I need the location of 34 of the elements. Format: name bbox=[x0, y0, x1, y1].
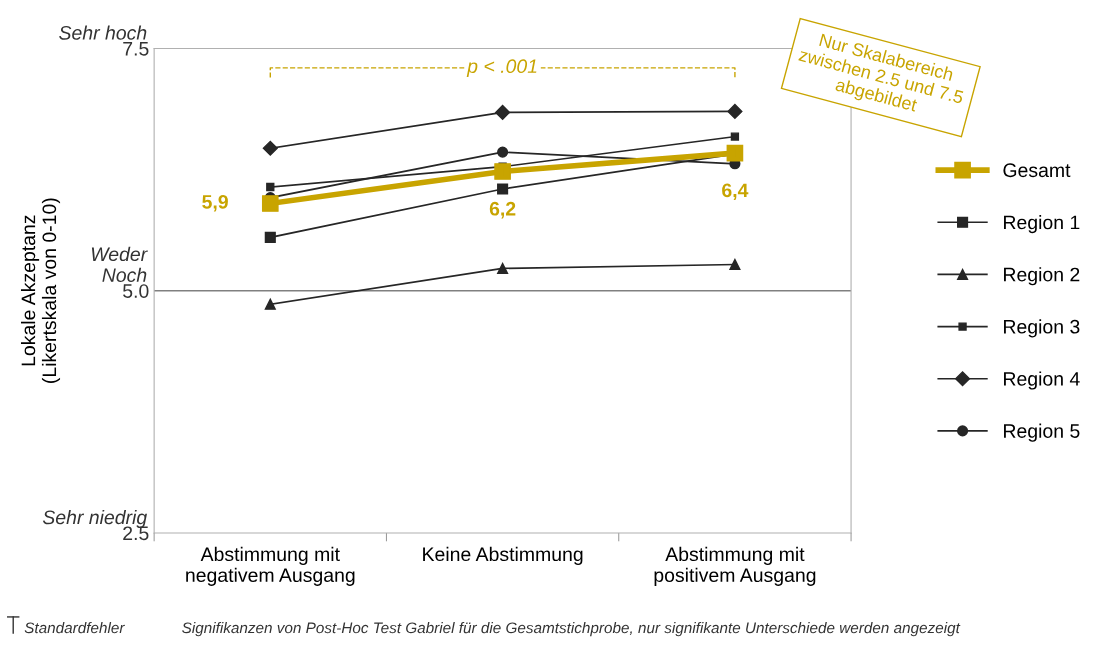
point bbox=[730, 132, 740, 141]
data-label: 6,2 bbox=[489, 201, 516, 219]
legend-label: Region 4 bbox=[1004, 371, 1080, 390]
y-axis-title: Lokale Akzeptanz (Likertskala von 0-10) bbox=[20, 198, 61, 383]
point bbox=[727, 103, 743, 120]
point bbox=[494, 163, 511, 180]
point bbox=[264, 231, 276, 243]
point bbox=[729, 258, 741, 271]
legend-label: Region 1 bbox=[1004, 215, 1080, 234]
point bbox=[266, 182, 275, 192]
legend-label: Region 5 bbox=[1004, 423, 1080, 442]
text: Weder Noch bbox=[91, 246, 148, 283]
legend-label: Gesamt bbox=[1003, 163, 1071, 178]
point bbox=[262, 140, 278, 156]
text: Sehr hoch bbox=[59, 25, 147, 40]
point bbox=[261, 195, 279, 212]
x-tick-label: Keine Abstimmung bbox=[423, 546, 583, 565]
text: Standardfehler bbox=[24, 622, 125, 634]
data-label: 5,9 bbox=[202, 194, 228, 212]
point bbox=[497, 262, 509, 274]
point bbox=[497, 146, 509, 158]
data-label: 6,4 bbox=[722, 183, 749, 201]
legend-label: Region 2 bbox=[1004, 267, 1080, 286]
annotation: p < .001 bbox=[466, 59, 537, 77]
point bbox=[495, 104, 511, 120]
text: Signifikanzen von Post-Hoc Test Gabriel für die Gesamtstichprobe, nur signifikante Unterschiede werden angezeigt bbox=[182, 622, 961, 637]
y-tick-label: 5.0 bbox=[123, 284, 149, 298]
legend-label: Region 3 bbox=[1004, 319, 1080, 338]
point bbox=[497, 183, 509, 195]
point bbox=[264, 298, 276, 310]
x-tick-label: Abstimmung mit positivem Ausgang bbox=[654, 546, 816, 586]
y-tick-label: 7.5 bbox=[123, 42, 149, 56]
x-tick-label: Abstimmung mit negativem Ausgang bbox=[186, 546, 355, 586]
y-tick-label: 2.5 bbox=[123, 526, 149, 541]
